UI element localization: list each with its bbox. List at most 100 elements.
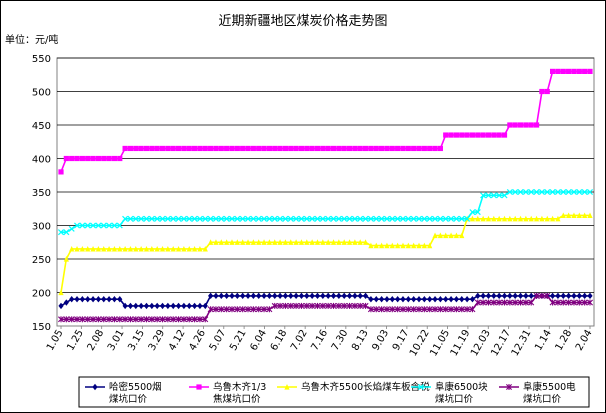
data-point bbox=[159, 215, 166, 222]
data-point bbox=[587, 212, 593, 219]
data-point bbox=[319, 302, 326, 309]
data-point bbox=[149, 145, 155, 152]
legend-marker bbox=[196, 384, 202, 390]
data-point bbox=[416, 242, 422, 249]
data-point bbox=[74, 296, 80, 303]
data-point bbox=[539, 215, 545, 222]
chart-title: 近期新疆地区煤炭价格走势图 bbox=[218, 13, 387, 29]
data-point bbox=[69, 296, 75, 303]
data-point bbox=[507, 122, 513, 128]
data-point bbox=[202, 215, 209, 222]
data-point bbox=[501, 192, 508, 199]
data-point bbox=[288, 239, 294, 245]
data-point bbox=[362, 292, 369, 300]
data-point bbox=[464, 296, 470, 303]
data-point bbox=[325, 215, 332, 222]
data-point bbox=[544, 215, 550, 222]
data-point bbox=[191, 215, 198, 222]
data-point bbox=[282, 292, 289, 300]
data-point bbox=[154, 215, 161, 222]
data-point bbox=[528, 299, 535, 306]
data-point bbox=[576, 299, 583, 306]
legend-marker bbox=[284, 384, 290, 390]
data-point bbox=[341, 292, 347, 300]
x-tick-label: 4.26 bbox=[187, 328, 208, 353]
data-point bbox=[507, 215, 513, 222]
data-point bbox=[127, 245, 134, 252]
series-4 bbox=[57, 188, 594, 236]
data-point bbox=[106, 316, 113, 323]
data-point bbox=[314, 239, 321, 245]
data-point bbox=[74, 155, 80, 162]
data-point bbox=[175, 245, 182, 252]
data-point bbox=[570, 299, 577, 306]
legend-label: 乌鲁木齐1/3 bbox=[213, 381, 266, 393]
data-point bbox=[491, 215, 497, 222]
data-point bbox=[191, 145, 198, 152]
data-point bbox=[448, 306, 455, 313]
data-point bbox=[554, 299, 561, 306]
data-point bbox=[538, 292, 545, 299]
data-point bbox=[58, 169, 64, 175]
data-point bbox=[443, 132, 449, 138]
data-point bbox=[416, 145, 422, 152]
data-point bbox=[560, 299, 567, 306]
data-point bbox=[309, 239, 315, 245]
data-point bbox=[373, 215, 380, 222]
data-point bbox=[90, 155, 96, 162]
data-point bbox=[95, 296, 102, 303]
data-point bbox=[496, 215, 502, 222]
data-point bbox=[303, 302, 310, 309]
data-point bbox=[474, 299, 481, 306]
data-point bbox=[196, 316, 203, 323]
data-point bbox=[448, 215, 455, 222]
data-point bbox=[63, 229, 70, 236]
data-point bbox=[411, 145, 417, 152]
data-point bbox=[341, 215, 348, 222]
data-point bbox=[138, 302, 144, 310]
data-point bbox=[528, 215, 534, 222]
data-point bbox=[234, 145, 240, 152]
series-5 bbox=[58, 292, 593, 323]
data-point bbox=[528, 122, 534, 128]
data-point bbox=[475, 215, 481, 222]
data-point bbox=[74, 316, 81, 323]
data-point bbox=[319, 215, 326, 222]
data-point bbox=[143, 145, 150, 152]
data-point bbox=[224, 145, 230, 152]
data-point bbox=[544, 188, 551, 196]
data-point bbox=[459, 296, 465, 303]
data-point bbox=[229, 306, 235, 313]
data-point bbox=[271, 302, 278, 309]
data-point bbox=[555, 215, 561, 222]
data-point bbox=[149, 245, 155, 252]
y-tick-label: 350 bbox=[32, 188, 51, 199]
data-point bbox=[373, 306, 380, 313]
data-point bbox=[410, 306, 417, 313]
data-point bbox=[69, 155, 75, 162]
data-point bbox=[266, 292, 272, 300]
data-point bbox=[143, 316, 150, 323]
data-point bbox=[218, 292, 224, 300]
data-point bbox=[582, 68, 588, 74]
data-point bbox=[111, 296, 118, 303]
data-point bbox=[560, 212, 566, 219]
data-point bbox=[127, 215, 134, 222]
data-point bbox=[389, 306, 396, 313]
data-point bbox=[261, 145, 267, 152]
data-point bbox=[122, 215, 129, 222]
data-point bbox=[304, 292, 310, 300]
data-point bbox=[480, 132, 486, 138]
data-point bbox=[469, 132, 476, 138]
data-point bbox=[229, 145, 235, 152]
legend-label: 阜康6500块 bbox=[435, 381, 488, 393]
data-point bbox=[213, 239, 219, 245]
data-point bbox=[506, 299, 513, 306]
data-point bbox=[389, 296, 395, 303]
data-point bbox=[464, 215, 471, 222]
x-tick-label: 2.04 bbox=[574, 328, 595, 353]
data-point bbox=[245, 239, 251, 245]
data-point bbox=[566, 68, 572, 74]
data-point bbox=[587, 299, 593, 306]
data-point bbox=[148, 316, 155, 323]
